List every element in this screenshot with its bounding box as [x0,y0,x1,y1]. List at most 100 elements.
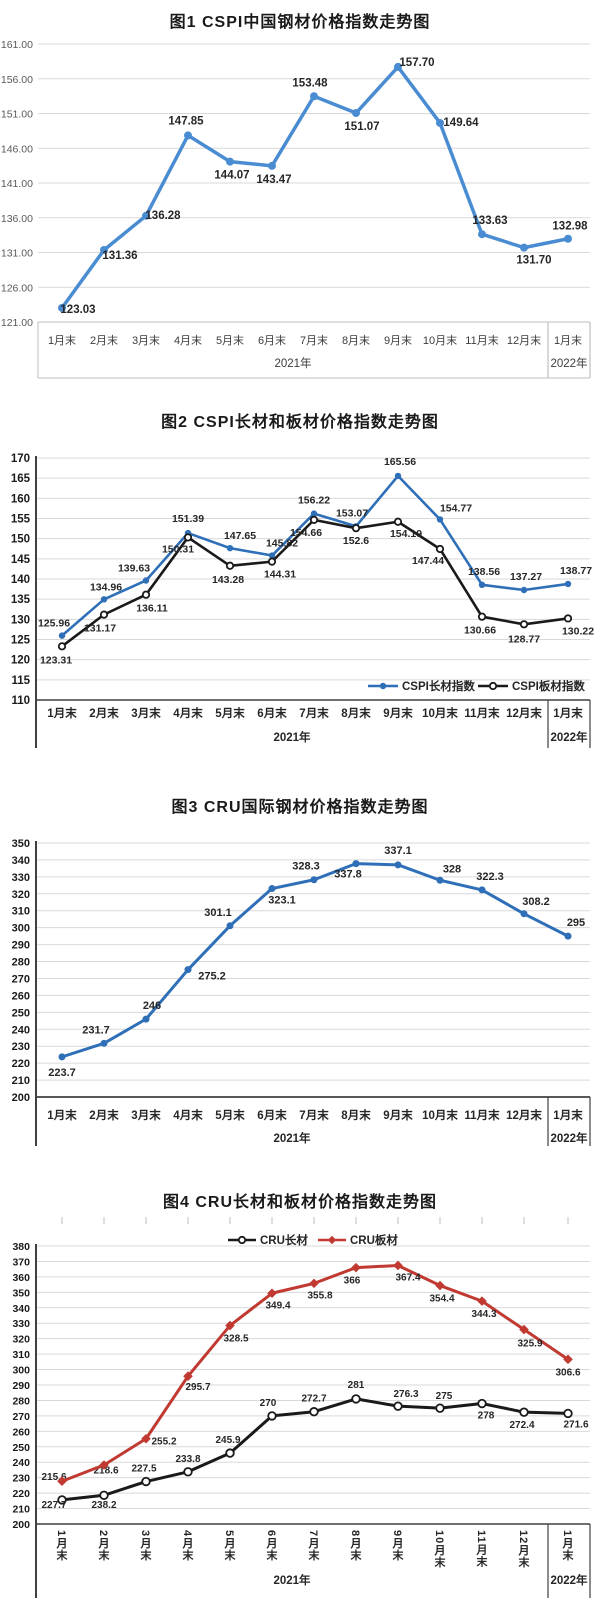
data-point-marker [478,581,486,589]
y-axis-tick-label: 155 [11,514,31,526]
data-point-label: 301.1 [204,907,232,919]
data-point-label: 308.2 [522,896,550,908]
data-point-marker [310,510,318,517]
data-point-label: 322.3 [476,871,504,883]
data-point-label: 367.4 [395,1272,420,1283]
x-axis-label: 2月末 [97,1530,109,1562]
data-point-label: 271.6 [563,1419,588,1430]
x-axis-label: 4月末 [181,1530,193,1562]
data-point-marker [488,681,498,691]
y-axis-tick-label: 145 [11,554,31,566]
x-axis-label: 10月末 [433,1530,445,1569]
data-point-marker [267,1288,277,1299]
data-point-marker [393,517,403,526]
x-axis-year-2022-label: 2022年 [550,730,588,744]
data-point-marker [184,131,192,140]
figure-1-chart-canvas: 161.00 156.00 151.00 146.00 141.00 136.00 131.… [1,39,591,379]
y-axis-tick-label: 146.00 [1,143,33,155]
x-axis-year-2021-label: 2021年 [273,1573,311,1587]
y-axis-tick-label: 300 [12,923,30,935]
x-axis-year-2022-label: 2022年 [550,1573,588,1587]
data-point-marker [520,586,528,594]
data-point-marker [141,590,151,599]
figure-1-cspi-china-index: 图1 CSPI中国钢材价格指数走势图 161.00 156.00 151.00 146… [0,0,600,390]
data-point-marker [57,642,67,651]
data-point-label: 295.7 [185,1382,210,1393]
y-axis-tick-label: 310 [12,1349,30,1361]
x-axis-label: 3月末 [131,1108,161,1122]
y-axis-tick-label: 200 [12,1519,30,1531]
x-axis-label: 1月末 [47,706,77,720]
data-point-marker [57,1476,67,1487]
x-axis-label: 1月末 [55,1530,67,1562]
data-point-label: 138.77 [560,565,592,577]
data-point-label: 123.03 [60,304,95,316]
data-point-label: 227.7 [41,1500,66,1511]
data-point-label: 144.31 [264,569,296,581]
y-axis-tick-label: 160 [11,493,30,505]
data-point-marker [436,118,444,127]
y-axis-tick-label: 156.00 [1,74,33,86]
y-axis-tick-label: 170 [11,453,30,465]
y-axis-tick-label: 161.00 [1,39,33,51]
data-point-marker [310,92,318,101]
y-axis-tick-label: 320 [12,1334,30,1346]
data-point-label: 344.3 [471,1309,496,1320]
data-point-marker [58,303,66,312]
figure-3-title: 图3 CRU国际钢材价格指数走势图 [171,799,429,816]
data-point-label: 165.56 [384,456,416,468]
figure-3-chart-canvas: 350 340 330 320 310 300 290 280 270 260 250 240 230 2… [12,838,591,1146]
data-point-label: 152.6 [343,535,369,547]
y-axis-tick-label: 141.00 [1,178,33,190]
y-axis-tick-label: 280 [12,1395,30,1407]
x-axis-label: 7月末 [299,1108,329,1122]
data-point-marker [100,596,108,603]
y-axis-tick-label: 130 [11,614,30,626]
data-point-label: 154.77 [440,502,472,514]
data-point-label: 145.82 [266,538,298,550]
x-axis-label: 12月末 [506,706,542,720]
figure-2-title: 图2 CSPI长材和板材价格指数走势图 [161,414,439,431]
data-point-marker [478,230,486,239]
x-axis-label: 8月末 [341,1108,371,1122]
y-axis-tick-label: 110 [11,695,30,707]
data-point-label: 278 [478,1411,495,1422]
data-point-label: 231.7 [82,1024,110,1036]
data-point-label: 306.6 [555,1367,580,1378]
data-point-marker [58,632,66,639]
data-point-label: 328.3 [292,861,320,873]
y-axis-tick-label: 125 [11,635,31,647]
x-axis-label: 12月末 [506,1108,542,1122]
data-point-label: 281 [348,1380,365,1391]
data-point-marker [393,1260,403,1271]
data-point-label: 154.66 [290,527,322,539]
y-axis-tick-label: 270 [12,1411,30,1423]
data-point-marker [268,161,276,170]
data-point-marker [267,557,277,566]
data-point-label: 153.07 [336,507,368,519]
data-point-marker [352,860,360,868]
y-axis-tick-label: 115 [11,675,30,687]
data-point-label: 246 [143,1000,161,1012]
data-point-label: 139.63 [118,562,150,574]
data-point-label: 147.85 [168,115,204,127]
x-axis-label: 7月末 [307,1530,319,1562]
x-axis-label: 10月末 [422,706,458,720]
y-axis-tick-label: 250 [12,1007,30,1019]
data-point-marker [435,1280,445,1291]
data-point-label: 138.56 [468,566,500,578]
data-point-label: 337.1 [384,845,412,857]
data-point-marker [225,1448,235,1458]
x-axis-label: 2月末 [89,706,119,720]
y-axis-tick-label: 200 [12,1092,30,1104]
x-axis-label: 5月末 [215,1108,245,1122]
x-axis-label: 12月末 [507,333,541,347]
data-point-marker [183,1371,193,1381]
y-axis-tick-label: 240 [12,1457,30,1469]
data-point-marker [57,1495,67,1505]
data-point-marker [309,1278,319,1289]
x-axis-label: 2月末 [90,333,118,347]
data-point-marker [267,1411,277,1421]
series-line-1 [60,862,570,1059]
